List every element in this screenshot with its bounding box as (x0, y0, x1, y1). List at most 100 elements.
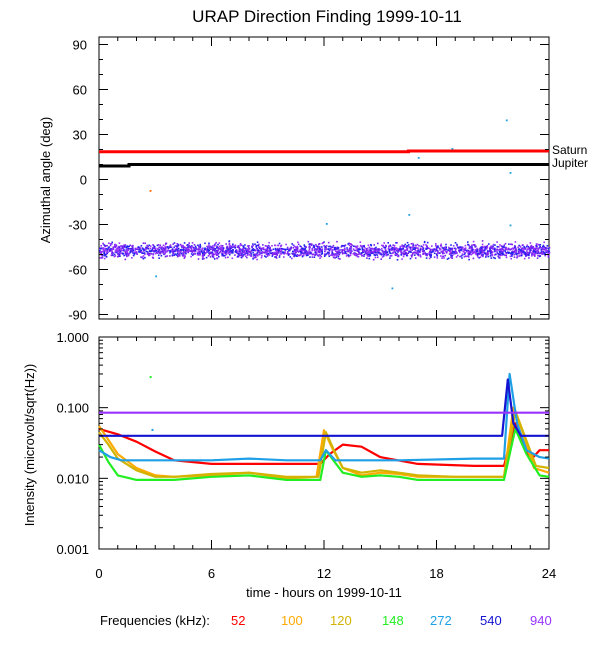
df-point (546, 251, 549, 253)
df-point (222, 247, 225, 249)
df-point (482, 246, 485, 249)
df-point (308, 250, 310, 252)
df-point (320, 255, 323, 258)
df-point (439, 249, 441, 251)
df-point (344, 244, 347, 246)
df-point (455, 247, 457, 250)
df-point (356, 246, 358, 249)
df-point (335, 246, 337, 249)
df-point (348, 248, 351, 250)
df-point (296, 250, 299, 252)
df-point (395, 250, 397, 252)
df-point (484, 252, 486, 254)
df-point (478, 252, 480, 255)
df-point (492, 243, 495, 246)
df-point (542, 246, 544, 248)
df-point (235, 250, 237, 252)
df-point (539, 244, 542, 246)
df-point (289, 249, 291, 252)
df-point (500, 248, 502, 250)
df-point (253, 254, 255, 256)
df-point (127, 249, 129, 252)
df-point (191, 250, 193, 253)
df-point (510, 243, 512, 245)
df-point (445, 246, 447, 248)
df-point (403, 253, 406, 255)
df-point (404, 249, 407, 252)
df-point (172, 243, 174, 245)
df-point (386, 251, 389, 253)
df-point (293, 255, 295, 257)
df-point (348, 255, 351, 257)
df-point (138, 248, 141, 251)
df-point (242, 249, 244, 251)
df-point (153, 250, 155, 253)
df-point (358, 247, 361, 250)
df-point (289, 256, 292, 258)
df-point (484, 249, 486, 251)
df-point (406, 245, 409, 247)
df-point (416, 243, 419, 246)
df-point (375, 246, 377, 249)
df-point (242, 246, 245, 249)
df-point (202, 257, 204, 259)
df-point (385, 250, 388, 252)
df-point (481, 247, 483, 249)
df-point (471, 249, 474, 251)
df-point (395, 253, 398, 255)
series-line-148khz (98, 427, 550, 481)
df-point (512, 247, 514, 249)
df-point (283, 253, 286, 255)
df-point (357, 255, 360, 258)
df-point (533, 248, 536, 251)
df-point (308, 246, 310, 249)
df-point (400, 248, 402, 250)
df-point (142, 248, 145, 251)
df-point (340, 246, 343, 248)
df-point (286, 252, 288, 255)
df-point (305, 252, 307, 255)
df-point (459, 249, 461, 251)
df-point (433, 252, 436, 255)
df-point (404, 252, 407, 255)
df-point (313, 256, 316, 258)
df-point (275, 250, 278, 252)
df-point (528, 257, 530, 259)
df-point (279, 250, 282, 253)
df-outlier-point (417, 157, 420, 159)
df-point (461, 247, 463, 250)
df-point (117, 250, 120, 253)
df-point (315, 251, 318, 253)
df-point (300, 248, 303, 251)
df-point (174, 245, 177, 247)
df-point (278, 250, 281, 253)
df-point (476, 249, 479, 251)
df-point (232, 249, 234, 252)
df-point (149, 245, 152, 247)
df-point (417, 250, 419, 252)
df-point (468, 250, 471, 253)
df-point (287, 253, 290, 256)
df-point (294, 248, 297, 251)
df-point (425, 254, 428, 257)
df-point (470, 249, 473, 251)
df-point (158, 248, 161, 251)
df-point (397, 251, 399, 253)
df-point (422, 252, 424, 254)
df-point (135, 251, 138, 254)
df-point (282, 251, 284, 254)
df-point (223, 252, 226, 254)
df-point (348, 244, 351, 247)
x-axis-label: time - hours on 1999-10-11 (246, 585, 402, 600)
df-point (274, 253, 277, 256)
df-point (389, 244, 391, 247)
df-point (488, 250, 490, 252)
df-point (209, 251, 211, 254)
df-point (491, 247, 493, 249)
df-point (370, 250, 372, 253)
df-point (392, 244, 394, 246)
df-point (353, 254, 356, 256)
df-point (492, 248, 495, 250)
df-point (210, 252, 212, 254)
